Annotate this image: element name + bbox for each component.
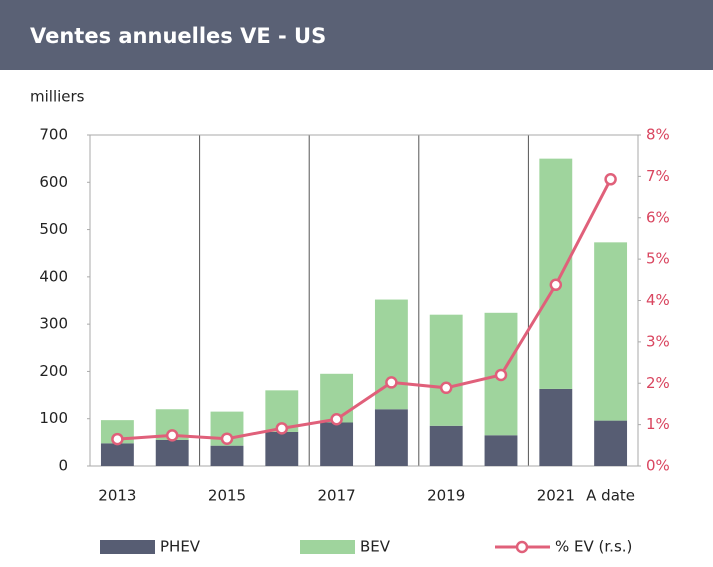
x-tick-label: 2021 bbox=[537, 487, 575, 505]
legend-swatch bbox=[100, 540, 155, 554]
line-marker bbox=[385, 376, 398, 389]
legend-label: % EV (r.s.) bbox=[555, 538, 632, 556]
y-tick-label: 200 bbox=[39, 362, 68, 380]
line bbox=[117, 178, 612, 441]
line-marker bbox=[549, 278, 563, 292]
bar bbox=[265, 431, 299, 466]
bar bbox=[594, 420, 628, 466]
line-marker bbox=[220, 432, 234, 445]
bar bbox=[374, 409, 408, 466]
bar bbox=[539, 158, 573, 389]
legend-swatch bbox=[300, 540, 355, 554]
line-marker bbox=[275, 422, 289, 435]
y-tick-label: 600 bbox=[39, 173, 68, 191]
y-tick-label: 400 bbox=[39, 267, 68, 285]
legend-label: BEV bbox=[360, 538, 391, 556]
bar bbox=[539, 388, 573, 466]
y-tick-label: 100 bbox=[39, 409, 68, 427]
bar bbox=[374, 299, 408, 410]
bar bbox=[100, 443, 134, 466]
y-tick-label: 500 bbox=[39, 220, 68, 238]
x-tick-label: A date bbox=[586, 487, 635, 505]
chart-title: Ventes annuelles VE - US bbox=[30, 24, 326, 48]
x-tick-label: 2013 bbox=[98, 487, 136, 505]
bar bbox=[594, 242, 628, 421]
y2-tick-label: 0% bbox=[646, 457, 670, 475]
y2-tick-label: 2% bbox=[646, 374, 670, 392]
y2-tick-label: 1% bbox=[646, 415, 670, 433]
y2-tick-label: 6% bbox=[646, 208, 670, 226]
bar bbox=[429, 425, 463, 466]
line-marker bbox=[330, 412, 343, 426]
bar bbox=[210, 445, 244, 466]
y-tick-label: 700 bbox=[39, 126, 68, 144]
y-tick-label: 0 bbox=[58, 457, 68, 475]
line-marker bbox=[165, 429, 179, 442]
header bbox=[0, 0, 713, 70]
y2-tick-label: 7% bbox=[646, 167, 670, 185]
y2-tick-label: 3% bbox=[646, 332, 670, 350]
x-tick-label: 2017 bbox=[318, 487, 356, 505]
legend-swatch bbox=[515, 540, 529, 554]
y2-tick-label: 8% bbox=[646, 126, 670, 144]
bar bbox=[320, 422, 354, 466]
x-tick-label: 2015 bbox=[208, 487, 246, 505]
y2-tick-label: 5% bbox=[646, 250, 670, 268]
bar bbox=[484, 435, 518, 466]
line-marker bbox=[439, 381, 453, 395]
bar bbox=[429, 314, 463, 426]
x-tick-label: 2019 bbox=[427, 487, 465, 505]
line-marker bbox=[111, 432, 124, 446]
y-axis-label: milliers bbox=[30, 88, 85, 106]
line-marker bbox=[494, 368, 508, 382]
bar bbox=[155, 439, 189, 466]
line-marker bbox=[604, 173, 617, 186]
y-tick-label: 300 bbox=[39, 315, 68, 333]
y2-tick-label: 4% bbox=[646, 291, 670, 309]
legend-label: PHEV bbox=[160, 538, 201, 556]
